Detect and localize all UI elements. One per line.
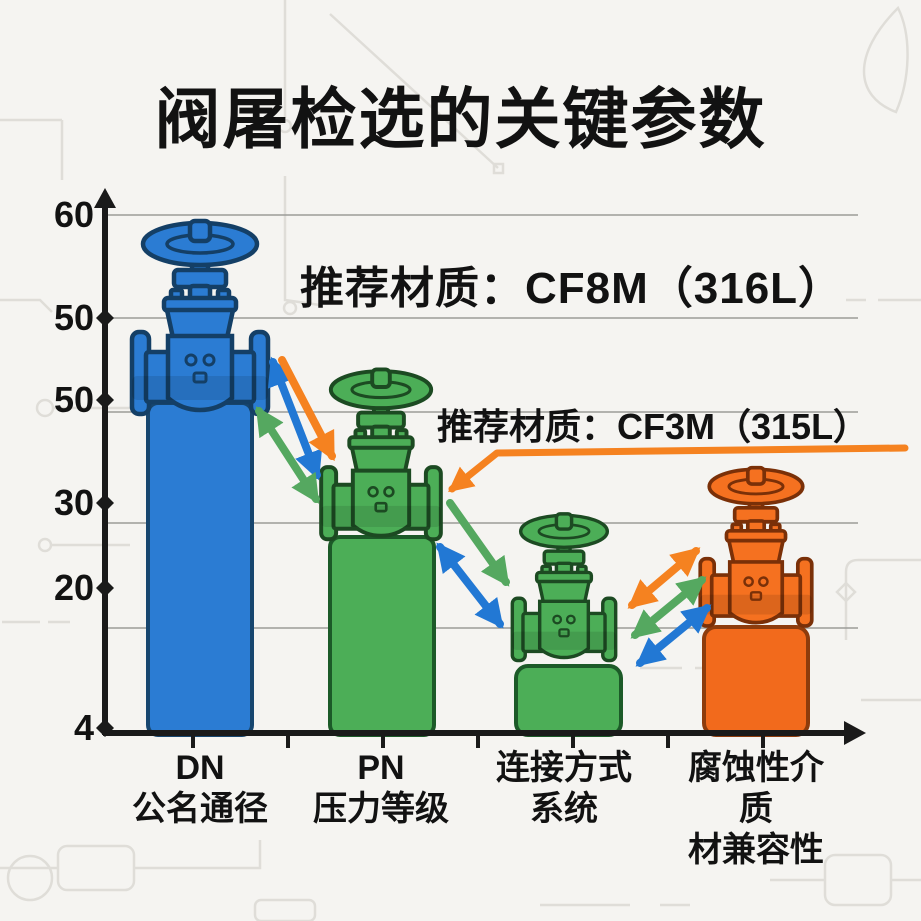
arrow-blue-2-3 — [436, 542, 504, 629]
arrows — [255, 356, 909, 667]
bar-dn — [146, 401, 254, 737]
bar-pn — [328, 535, 436, 737]
axes — [94, 188, 866, 748]
bar-connection — [514, 664, 623, 737]
arrow-blue-3-4 — [635, 604, 712, 667]
x-label-dn-line2: 公名通径 — [132, 789, 268, 828]
page-title: 阀屠检选的关键参数 — [154, 82, 767, 156]
x-label-pn-line1: PN — [357, 749, 405, 787]
x-axis-tick-marks — [191, 733, 765, 748]
x-label-corrosion: 腐蚀性介质 材兼容性 — [674, 748, 839, 870]
x-label-connection: 连接方式 系统 — [496, 748, 632, 830]
y-tick-label-4: 4 — [73, 707, 94, 748]
x-label-corrosion-line2: 材兼容性 — [688, 830, 824, 869]
x-label-dn-line1: DN — [175, 749, 225, 787]
x-label-pn: PN 压力等级 — [313, 748, 449, 830]
y-tick-label-30: 30 — [53, 482, 94, 523]
valve-icon-green-small — [510, 512, 618, 663]
y-tick-label-50b: 50 — [53, 379, 94, 420]
x-label-corrosion-line1: 腐蚀性介质 — [688, 749, 824, 828]
arrow-callout-secondary-annotation — [448, 444, 909, 493]
x-label-connection-line2: 系统 — [530, 789, 598, 828]
x-label-dn: DN 公名通径 — [132, 748, 268, 830]
y-tick-label-60: 60 — [53, 194, 94, 235]
bar-corrosion — [702, 625, 810, 737]
y-axis-tick-marks — [96, 309, 114, 737]
x-label-pn-line2: 压力等级 — [313, 789, 449, 828]
y-tick-label-20: 20 — [53, 567, 94, 608]
arrow-green-1-2 — [255, 406, 320, 504]
annotation-recommended-material-secondary: 推荐材质：CF3M（315L） — [437, 406, 870, 447]
valve-icon-orange — [698, 465, 814, 628]
arrow-green-3-4 — [630, 576, 707, 639]
y-tick-label-50a: 50 — [53, 297, 94, 338]
annotation-recommended-material-primary: 推荐材质：CF8M（316L） — [300, 264, 844, 313]
x-label-connection-line1: 连接方式 — [496, 749, 632, 787]
valve-icon-green-large — [319, 367, 443, 542]
